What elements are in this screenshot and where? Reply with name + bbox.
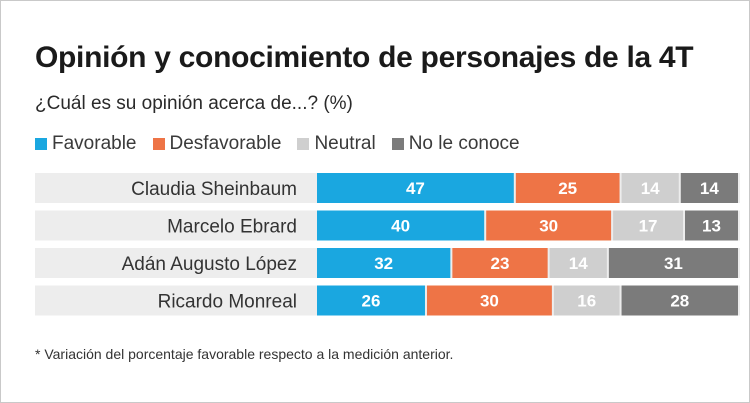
value-label-neutral-ricardo-monreal: 16 [577, 292, 596, 311]
bar-neutral-claudia-sheinbaum [621, 173, 679, 203]
legend-label-neutral: Neutral [314, 133, 376, 154]
stacked-bar-chart: Claudia Sheinbaum 47 25 14 14 Marcelo Ebrard 4… [35, 173, 740, 316]
legend-swatch-neutral [297, 138, 310, 150]
row-label-claudia-sheinbaum: Claudia Sheinbaum [131, 179, 297, 200]
value-label-neutral-claudia-sheinbaum: 14 [641, 179, 660, 198]
row-label-marcelo-ebrard: Marcelo Ebrard [167, 217, 297, 238]
bar-no-le-conoce-claudia-sheinbaum [680, 173, 738, 203]
value-label-desfavorable-ricardo-monreal: 30 [480, 292, 499, 311]
bar-no-le-conoce-marcelo-ebrard [685, 210, 738, 241]
value-label-desfavorable-marcelo-ebrard: 30 [539, 217, 558, 236]
chart-title: Opinión y conocimiento de personajes de … [35, 41, 694, 74]
bar-no-le-conoce-adan-augusto-lopez [608, 248, 738, 278]
legend-swatch-favorable [35, 138, 47, 150]
value-label-desfavorable-adan-augusto-lopez: 23 [491, 254, 510, 273]
bar-no-le-conoce-ricardo-monreal [621, 285, 738, 316]
legend-item-no-le-conoce: No le conoce [391, 133, 520, 155]
bar-neutral-ricardo-monreal [553, 285, 620, 316]
legend-item-favorable: Favorable [35, 133, 137, 155]
legend-item-neutral: Neutral [297, 133, 376, 155]
bar-neutral-adan-augusto-lopez [549, 248, 607, 278]
bar-neutral-marcelo-ebrard [613, 210, 684, 241]
bar-favorable-marcelo-ebrard [317, 210, 485, 241]
value-label-no-le-conoce-marcelo-ebrard: 13 [702, 217, 721, 236]
value-label-favorable-ricardo-monreal: 26 [362, 292, 381, 311]
value-label-no-le-conoce-claudia-sheinbaum: 14 [700, 179, 719, 198]
legend-label-favorable: Favorable [52, 133, 137, 154]
legend-swatch-no-le-conoce [391, 138, 404, 150]
legend-swatch-desfavorable [152, 138, 165, 150]
value-label-favorable-claudia-sheinbaum: 47 [406, 179, 425, 198]
value-label-neutral-marcelo-ebrard: 17 [639, 217, 658, 236]
bar-desfavorable-marcelo-ebrard [486, 210, 612, 241]
value-label-desfavorable-claudia-sheinbaum: 25 [558, 179, 577, 198]
legend-item-desfavorable: Desfavorable [152, 133, 282, 155]
value-label-no-le-conoce-adan-augusto-lopez: 31 [664, 254, 683, 273]
row-label-adan-augusto-lopez: Adán Augusto López [122, 254, 297, 275]
bar-favorable-adan-augusto-lopez [317, 248, 451, 278]
footnote: * Variación del porcentaje favorable res… [35, 346, 454, 362]
bar-desfavorable-adan-augusto-lopez [452, 248, 548, 278]
bar-favorable-claudia-sheinbaum [317, 173, 514, 203]
chart-subtitle: ¿Cuál es su opinión acerca de...? (%) [35, 93, 353, 114]
legend-label-desfavorable: Desfavorable [169, 133, 282, 154]
bar-desfavorable-claudia-sheinbaum [515, 173, 620, 203]
value-label-neutral-adan-augusto-lopez: 14 [569, 254, 588, 273]
bar-desfavorable-ricardo-monreal [426, 285, 552, 316]
row-label-ricardo-monreal: Ricardo Monreal [158, 292, 297, 313]
legend-label-no-le-conoce: No le conoce [408, 133, 520, 154]
bar-favorable-ricardo-monreal [317, 285, 425, 316]
value-label-favorable-marcelo-ebrard: 40 [391, 217, 410, 236]
legend: Favorable Desfavorable Neutral No le con… [35, 133, 536, 155]
value-label-no-le-conoce-ricardo-monreal: 28 [670, 292, 689, 311]
value-label-favorable-adan-augusto-lopez: 32 [374, 254, 393, 273]
